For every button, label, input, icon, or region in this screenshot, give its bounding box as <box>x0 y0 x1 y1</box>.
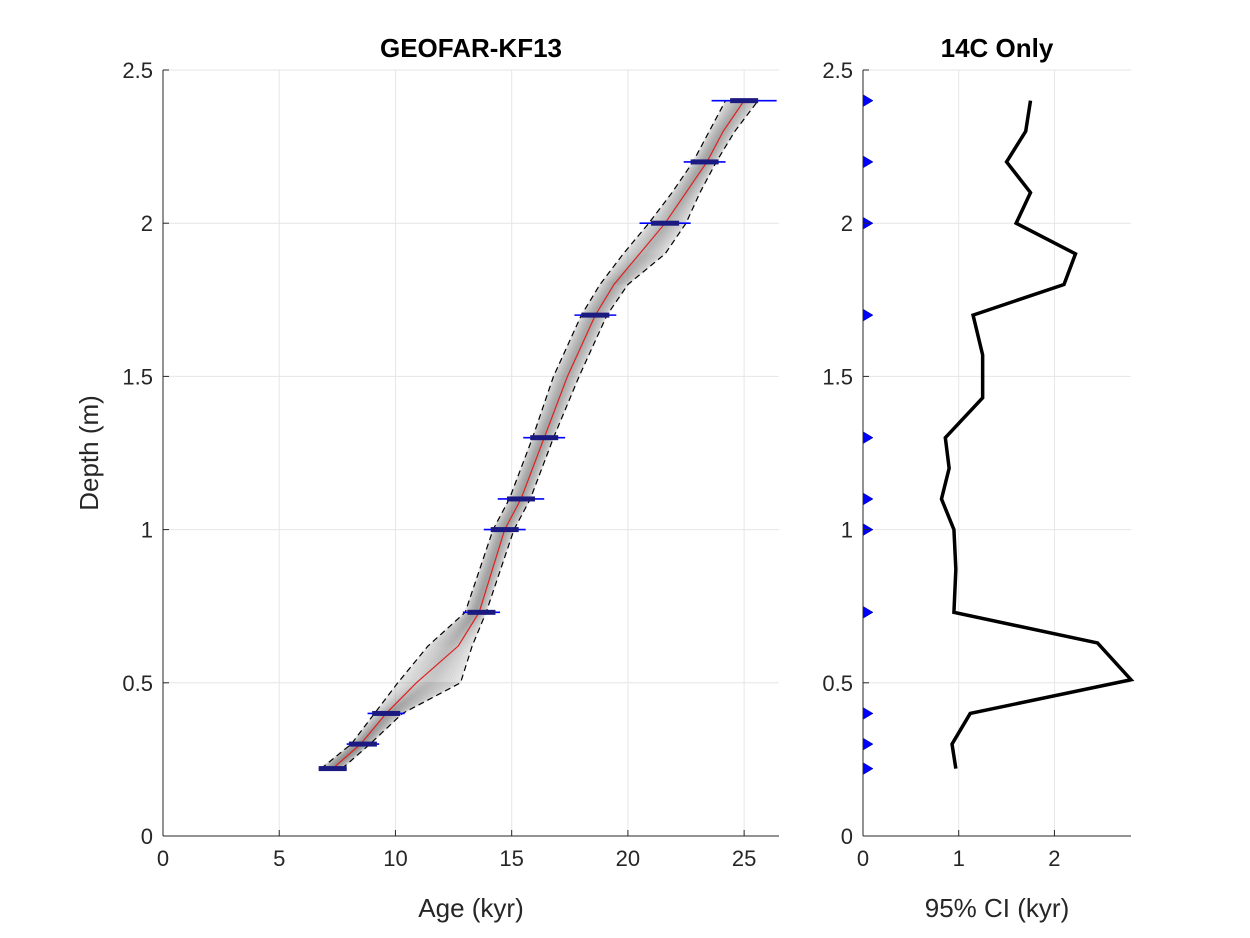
ensemble-path <box>332 99 747 770</box>
date-errorbar <box>462 609 501 615</box>
ci-line <box>939 100 1135 769</box>
date-point <box>348 741 377 747</box>
date-errorbar <box>683 159 726 165</box>
date-point <box>730 98 759 104</box>
ensemble-path <box>327 99 740 770</box>
ensemble-path <box>323 99 733 770</box>
date-errorbar <box>711 98 777 104</box>
ci-axis-label: 95% CI (kyr) <box>925 893 1069 923</box>
ci-ytick-label: 2.5 <box>822 58 853 83</box>
date-point <box>372 710 401 716</box>
age-xtick-label: 20 <box>616 846 640 871</box>
age-ytick-label: 2.5 <box>122 58 153 83</box>
ensemble-path <box>334 99 750 770</box>
ci-ticks: 0 1 2 0 0.5 1 1.5 2 2.5 <box>822 58 1060 871</box>
ensemble-path <box>335 99 752 770</box>
date-errorbar <box>639 220 691 226</box>
age-xtick-label: 25 <box>732 846 756 871</box>
date-errorbar <box>497 496 545 502</box>
age-axis-label: Age (kyr) <box>418 893 523 923</box>
date-point <box>651 220 680 226</box>
ci-axes <box>862 70 1131 837</box>
age-xtick-label: 15 <box>499 846 523 871</box>
ensemble-path <box>324 99 734 770</box>
upper-95-bound-line <box>341 100 759 770</box>
ensemble-path <box>328 99 741 770</box>
depth-axis-label: Depth (m) <box>74 395 104 511</box>
ensemble-path <box>339 99 758 770</box>
date-errorbar <box>523 435 566 441</box>
date-errorbar <box>483 527 526 533</box>
date-point <box>490 527 519 533</box>
age-ytick-label: 1 <box>141 518 153 543</box>
age-depth-axes <box>162 70 779 837</box>
ensemble-path <box>333 99 749 770</box>
age-ytick-label: 1.5 <box>122 364 153 389</box>
ci-ytick-label: 2 <box>841 211 853 236</box>
age-depth-ticks: 0 5 10 15 20 25 0 0.5 1 1.5 2 2.5 <box>122 58 756 871</box>
ci-title: 14C Only <box>941 33 1054 63</box>
age-xtick-label: 5 <box>273 846 285 871</box>
lower-95-bound-line <box>320 100 727 770</box>
date-point <box>530 435 559 441</box>
age-xtick-label: 10 <box>383 846 407 871</box>
ensemble-path <box>337 99 755 770</box>
ensemble-path <box>335 99 751 770</box>
date-point <box>581 312 610 318</box>
age-xtick-label: 0 <box>157 846 169 871</box>
age-ytick-label: 2 <box>141 211 153 236</box>
ci-xtick-label: 1 <box>953 846 965 871</box>
ensemble-path <box>327 99 739 770</box>
median-age-line <box>332 100 745 770</box>
ensemble-path <box>322 99 732 770</box>
ci-ytick-label: 1.5 <box>822 364 853 389</box>
age-ytick-label: 0 <box>141 824 153 849</box>
date-point <box>690 159 719 165</box>
ci-ytick-label: 0.5 <box>822 671 853 696</box>
date-point <box>467 609 496 615</box>
date-errorbar <box>318 766 347 772</box>
ci-xtick-label: 2 <box>1048 846 1060 871</box>
ensemble-path <box>338 99 756 770</box>
age-model-lines <box>320 100 759 770</box>
date-point <box>506 496 535 502</box>
date-errorbar <box>367 710 405 716</box>
ci-panel: 0 1 2 0 0.5 1 1.5 2 2.5 14C Only 95% CI (kyr) <box>822 33 1135 923</box>
age-ytick-label: 0.5 <box>122 671 153 696</box>
age-depth-title: GEOFAR-KF13 <box>380 33 562 63</box>
ci-xtick-label: 0 <box>857 846 869 871</box>
date-errorbar <box>346 741 380 747</box>
ensemble-path <box>321 99 729 770</box>
date-errorbar <box>574 312 617 318</box>
ensemble-path <box>329 99 742 770</box>
date-point <box>318 766 347 772</box>
ensemble-path <box>336 99 754 770</box>
age-depth-panel: 0 5 10 15 20 25 0 0.5 1 1.5 2 2.5 GEOFAR-KF13 Age (… <box>74 33 779 923</box>
dated-samples <box>318 98 777 772</box>
ci-ytick-label: 0 <box>841 824 853 849</box>
ensemble-path <box>325 99 736 770</box>
age-ensemble-band <box>320 99 759 770</box>
ensemble-path <box>333 99 748 770</box>
ensemble-envelope <box>321 100 759 769</box>
ci-line-group <box>939 100 1135 769</box>
ensemble-path <box>338 99 757 770</box>
ci-ytick-label: 1 <box>841 518 853 543</box>
ensemble-path <box>321 99 730 770</box>
ensemble-path <box>330 99 743 770</box>
ensemble-path <box>324 99 735 770</box>
